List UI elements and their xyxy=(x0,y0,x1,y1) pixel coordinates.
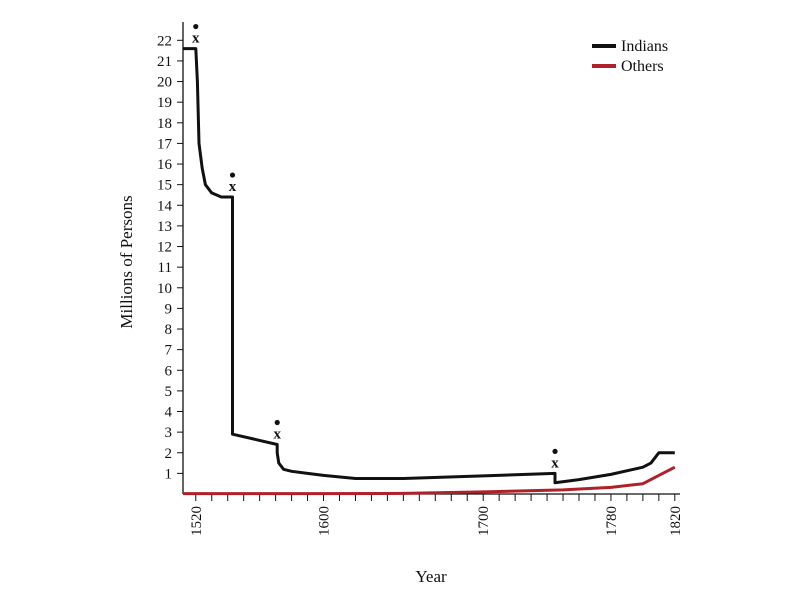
y-tick-label: 13 xyxy=(157,219,172,235)
annotation-dot xyxy=(229,172,236,178)
y-tick-label: 12 xyxy=(157,240,172,256)
y-tick-label: 18 xyxy=(157,116,172,132)
y-tick-label: 7 xyxy=(165,343,173,359)
annotation-x-label: x xyxy=(192,31,200,47)
y-tick-label: 1 xyxy=(165,466,173,482)
y-tick-label: 14 xyxy=(157,198,173,214)
legend: Indians Others xyxy=(592,38,668,75)
annotation-dot xyxy=(193,23,199,30)
annotation-dot xyxy=(552,448,558,454)
y-tick-label: 3 xyxy=(165,425,173,441)
y-tick-label: 19 xyxy=(157,95,172,111)
y-tick-label: 6 xyxy=(165,363,173,379)
annotation-layer: x x x x xyxy=(192,23,559,471)
y-tick-label: 4 xyxy=(165,405,173,421)
x-tick-label: 1700 xyxy=(476,506,492,536)
annotation-x-label: x xyxy=(273,427,281,443)
x-tick-label: 1780 xyxy=(604,506,620,536)
series-line-others xyxy=(183,465,676,496)
legend-label-others: Others xyxy=(621,58,664,75)
y-tick-label: 21 xyxy=(157,54,172,70)
series-layer xyxy=(183,47,676,496)
y-tick-label: 22 xyxy=(157,33,172,49)
x-tick-label: 1520 xyxy=(189,506,205,536)
y-axis-title: Millions of Persons xyxy=(117,195,136,328)
series-line-indians xyxy=(183,47,675,485)
x-tick-label: 1820 xyxy=(668,506,684,536)
x-axis-title: Year xyxy=(415,567,447,586)
x-tick-label: 1600 xyxy=(317,506,333,536)
y-tick-label: 20 xyxy=(157,75,172,91)
y-tick-label: 8 xyxy=(165,322,173,338)
y-tick-label: 10 xyxy=(157,281,172,297)
y-tick-label: 9 xyxy=(165,301,173,317)
y-tick-label: 17 xyxy=(157,136,173,152)
legend-label-indians: Indians xyxy=(621,38,668,55)
y-tick-label: 2 xyxy=(165,446,173,462)
y-tick-label: 15 xyxy=(157,178,172,194)
annotation-dot xyxy=(274,419,280,426)
y-tick-label: 16 xyxy=(157,157,173,173)
annotation-x-label: x xyxy=(229,179,237,195)
y-tick-label: 11 xyxy=(158,260,172,276)
y-tick-label: 5 xyxy=(165,384,173,400)
annotation-x-label: x xyxy=(551,455,559,471)
